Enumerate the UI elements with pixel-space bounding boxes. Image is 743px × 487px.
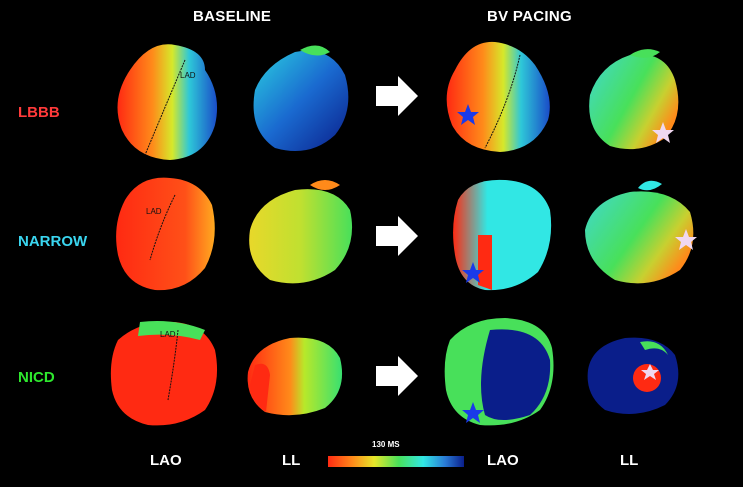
header-baseline: BASELINE (193, 8, 272, 25)
star-icon-4 (675, 229, 697, 250)
heart-lbbb-bvpacing-ll (589, 49, 679, 150)
view-label-ll-bv: LL (620, 452, 639, 469)
right-arrow-icon-3 (376, 356, 418, 396)
star-icon-2 (652, 122, 674, 143)
star-icon-3 (462, 262, 484, 283)
heart-narrow-bvpacing-ll (585, 180, 697, 284)
lad-label-2: LAD (146, 207, 162, 216)
heart-lbbb-baseline-ll (253, 45, 349, 152)
row-label-nicd: NICD (18, 369, 55, 386)
heart-lbbb-bvpacing-lao (446, 41, 550, 152)
right-arrow-icon-2 (376, 216, 418, 256)
heart-lbbb-baseline-lao: LAD (117, 44, 218, 160)
view-label-lao-bv: LAO (487, 452, 519, 469)
star-icon-1 (457, 104, 479, 125)
heart-narrow-bvpacing-lao (453, 179, 552, 291)
star-icon-5 (462, 402, 484, 423)
view-label-ll-baseline: LL (282, 452, 301, 469)
row-label-narrow: NARROW (18, 233, 88, 250)
header-bv-pacing: BV PACING (487, 8, 572, 25)
view-label-lao-baseline: LAO (150, 452, 182, 469)
right-arrow-icon-1 (376, 76, 418, 116)
star-icon-6 (641, 364, 659, 380)
lad-label-3: LAD (160, 330, 176, 339)
color-scale-bar (328, 456, 464, 467)
heart-nicd-bvpacing-ll (587, 337, 679, 414)
row-label-lbbb: LBBB (18, 104, 60, 121)
heart-narrow-baseline-ll (249, 180, 353, 284)
heart-nicd-baseline-lao: LAD (110, 321, 218, 426)
scale-label: 130 MS (372, 440, 400, 449)
lad-label-1: LAD (180, 71, 196, 80)
heart-nicd-bvpacing-lao (444, 318, 554, 426)
heart-nicd-baseline-ll (247, 337, 343, 416)
heart-narrow-baseline-lao: LAD (116, 177, 215, 291)
